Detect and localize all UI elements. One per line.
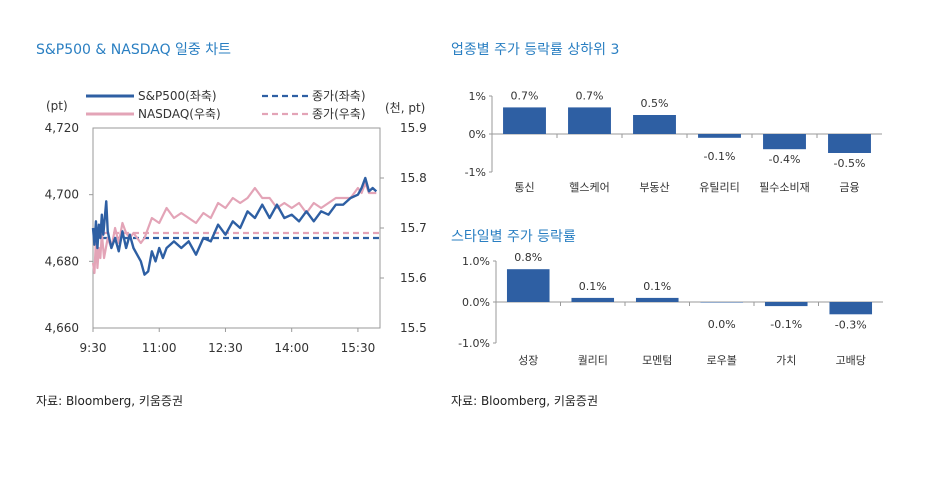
legend-label-ndx: NASDAQ(우축) [138,107,221,121]
y-tick-label: -1% [465,166,486,179]
y-left-tick-label: 4,660 [45,321,79,335]
bar-value-label: 0.8% [514,251,542,264]
bar [700,302,744,303]
bar [698,134,741,138]
plot-frame [92,127,381,329]
bar-value-label: -0.1% [704,150,736,163]
legend-label-ndx-close: 종가(우축) [312,107,366,121]
bar-value-label: 0.7% [511,89,539,102]
x-tick-label: 14:00 [274,341,309,355]
bar-value-label: 0.1% [579,280,607,293]
y-right-tick-label: 15.5 [400,321,427,335]
y-right-tick-label: 15.8 [400,171,427,185]
bar-value-label: -0.3% [835,318,867,331]
y-tick-label: 1.0% [462,255,490,268]
y-left-tick-label: 4,700 [45,188,79,202]
category-label: 유틸리티 [699,181,739,194]
category-label: 퀄리티 [578,354,608,367]
bar [763,134,806,150]
category-label: 금융 [839,181,859,194]
bar-value-label: -0.1% [770,318,802,331]
legend: S&P500(좌축) NASDAQ(우축) 종가(좌축) 종가(우축) [86,89,366,121]
right-axis-label: (천, pt) [385,100,425,115]
category-label: 가치 [776,354,796,367]
y-right-tick-label: 15.6 [400,271,427,285]
category-label: 필수소비재 [759,181,810,194]
y-right-tick-label: 15.7 [400,221,427,235]
y-tick-label: 0% [469,128,486,141]
left-axis-label: (pt) [46,99,68,113]
line-chart: (pt) (천, pt) S&P500(좌축) NASDAQ(우축) 종가(좌축… [45,89,427,355]
bar-value-label: 0.0% [708,318,736,331]
bar [503,107,546,134]
category-label: 성장 [518,354,538,367]
bar [764,302,808,307]
category-label: 고배당 [836,354,866,367]
y-right-tick-label: 15.9 [400,121,427,135]
bar-chart-1: 1% 0% -1% 0.7% 통신 0.7% 헬스케어 0.5% 부동산 -0.1% 유틸리티 -0.… [465,89,882,194]
bar [633,115,676,134]
bar [829,302,873,315]
x-tick-label: 9:30 [80,341,107,355]
bar-chart-2-source: 자료: Bloomberg, 키움증권 [451,394,598,408]
x-tick-label: 12:30 [208,341,243,355]
left-chart-title: S&P500 & NASDAQ 일중 차트 [36,42,231,58]
bar-value-label: -0.5% [834,157,866,170]
category-label: 통신 [514,181,534,194]
legend-label-spx-close: 종가(좌축) [312,89,366,103]
bar-value-label: 0.1% [643,280,671,293]
bar [568,107,611,134]
category-label: 모멘텀 [642,354,672,367]
ndx-series-line [91,181,377,275]
x-tick-label: 11:00 [142,341,177,355]
bar-value-label: 0.5% [641,97,669,110]
y-tick-label: 1% [469,90,486,103]
y-left-tick-label: 4,680 [45,254,79,268]
category-label: 헬스케어 [569,181,609,194]
bar-chart-2: 1.0% 0.0% -1.0% 0.8% 성장 0.1% 퀄리티 0.1% 모멘텀 0.0% 로우볼… [458,251,883,367]
y-tick-label: -1.0% [458,337,490,350]
left-chart-source: 자료: Bloomberg, 키움증권 [36,394,183,408]
bar-chart-2-title: 스타일별 주가 등락률 [451,229,576,245]
category-label: 부동산 [639,181,669,194]
legend-label-spx: S&P500(좌축) [138,89,217,103]
bar [571,297,615,302]
bar-value-label: 0.7% [576,89,604,102]
y-tick-label: 0.0% [462,296,490,309]
bar [506,269,550,302]
category-label: 로우볼 [707,354,737,367]
y-left-tick-label: 4,720 [45,121,79,135]
bar [828,134,871,153]
spx-series-line [91,176,378,276]
bar [635,297,679,302]
bar-chart-1-title: 업종별 주가 등락률 상하위 3 [451,42,619,58]
x-tick-label: 15:30 [341,341,376,355]
bar-value-label: -0.4% [769,153,801,166]
